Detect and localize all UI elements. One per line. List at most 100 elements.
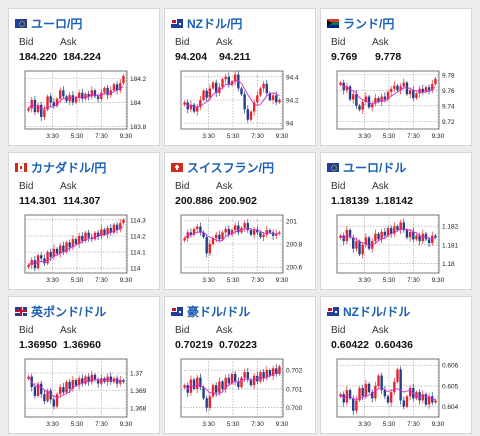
price-chart[interactable]: 9.78 9.76 9.74 9.72 3:30 5:30 7:30 9:30 [327,67,467,143]
currency-card[interactable]: 豪ドル/ドル Bid Ask 0.70219 0.70223 0.702 0.701 0… [164,296,316,434]
x-tick-label: 9:30 [432,277,445,284]
card-header: ユーロ/ドル [327,159,406,175]
price-chart[interactable]: 0.702 0.701 0.700 3:30 5:30 7:30 9:30 [171,355,311,431]
currency-card[interactable]: ランド/円 Bid Ask 9.769 9.778 9.78 9.76 9.74 9.72… [320,8,472,146]
candlestick-chart: 94.4 94.2 94 3:30 5:30 7:30 9:30 [180,70,299,140]
ask-label: Ask [372,181,389,192]
y-tick-label: 1.181 [442,242,459,249]
candle-body [246,372,250,380]
y-tick-label: 0.604 [442,404,459,411]
candle-body [418,392,421,401]
price-chart[interactable]: 201 200.8 200.6 3:30 5:30 7:30 9:30 [171,211,311,287]
bid-label: Bid [331,37,346,48]
price-chart[interactable]: 114.3 114.2 114.1 114 3:30 5:30 7:30 9:30 [15,211,155,287]
candle-body [192,104,196,112]
ask-value: 114.307 [63,195,101,207]
candlestick-chart: 184.2 184 183.8 3:30 5:30 7:30 9:30 [24,70,147,140]
currency-card[interactable]: 英ポンド/ドル Bid Ask 1.36950 1.36960 1.37 1.369 1… [8,296,160,434]
candle-body [230,373,234,384]
candlestick-chart: 9.78 9.76 9.74 9.72 3:30 5:30 7:30 9:30 [336,70,455,140]
candle-body [386,396,390,403]
ask-label: Ask [60,37,77,48]
candle-body [252,102,256,112]
price-chart[interactable]: 184.2 184 183.8 3:30 5:30 7:30 9:30 [15,67,155,143]
moving-average-line [28,86,124,110]
pair-title[interactable]: NZドル/ドル [343,304,411,319]
card-header: ランド/円 [327,15,394,31]
pair-title[interactable]: カナダドル/円 [31,160,107,175]
candle-body [240,88,243,95]
currency-card[interactable]: NZドル/ドル Bid Ask 0.60422 0.60436 0.606 0.605… [320,296,472,434]
bid-label: Bid [19,325,34,336]
pair-title[interactable]: NZドル/円 [187,16,243,31]
pair-title[interactable]: ランド/円 [343,16,395,31]
candle-body [115,84,119,91]
pair-title[interactable]: 豪ドル/ドル [187,304,251,319]
bid-value: 1.18139 [331,195,369,207]
bid-value: 184.220 [19,51,57,63]
y-tick-label: 94 [286,121,294,128]
candlestick-chart: 0.606 0.605 0.604 3:30 5:30 7:30 9:30 [336,358,459,428]
bid-value: 9.769 [331,51,358,63]
candle-body [431,235,434,244]
candle-body [43,109,46,117]
candle-body [58,387,62,395]
x-tick-label: 3:30 [202,277,215,284]
candle-body [396,226,399,230]
card-header: NZドル/ドル [327,303,410,319]
candle-body [249,111,253,120]
y-tick-label: 1.37 [130,371,143,378]
candle-body [367,383,371,393]
y-tick-label: 184.2 [130,76,147,83]
candle-body [389,88,393,92]
candlestick-chart: 201 200.8 200.6 3:30 5:30 7:30 9:30 [180,214,303,284]
pair-title[interactable]: ユーロ/円 [31,16,83,31]
candle-body [55,248,59,254]
candle-body [122,219,125,224]
y-tick-label: 9.74 [442,103,455,110]
candle-body [52,248,56,257]
candle-body [402,222,406,230]
x-tick-label: 7:30 [251,277,264,284]
currency-card[interactable]: スイスフラン/円 Bid Ask 200.886 200.902 201 200.8 2… [164,152,316,290]
quote-values: 1.18139 1.18142 [331,195,416,207]
candle-body [189,232,193,235]
pair-title[interactable]: スイスフラン/円 [187,160,274,175]
currency-card[interactable]: カナダドル/円 Bid Ask 114.301 114.307 114.3 114.2… [8,152,160,290]
candle-body [237,381,240,388]
currency-card[interactable]: ユーロ/円 Bid Ask 184.220 184.224 184.2 184 183.… [8,8,160,146]
candle-body [374,98,377,104]
ask-label: Ask [372,37,389,48]
card-header: カナダドル/円 [15,159,106,175]
price-chart[interactable]: 0.606 0.605 0.604 3:30 5:30 7:30 9:30 [327,355,467,431]
ask-value: 184.224 [63,51,101,63]
x-tick-label: 3:30 [358,133,371,140]
candle-body [27,376,30,379]
pair-title[interactable]: 英ポンド/ドル [31,304,107,319]
candle-body [202,387,205,399]
candle-body [364,383,368,397]
candle-body [227,76,231,85]
moving-average-line [340,82,436,105]
candle-body [46,390,49,402]
ask-label: Ask [216,181,233,192]
candle-body [119,223,122,230]
candle-body [355,94,358,106]
price-chart[interactable]: 1.182 1.181 1.18 3:30 5:30 7:30 9:30 [327,211,467,287]
currency-card[interactable]: ユーロ/ドル Bid Ask 1.18139 1.18142 1.182 1.181 1… [320,152,472,290]
currency-card[interactable]: NZドル/円 Bid Ask 94.204 94.211 94.4 94.2 94 3:3… [164,8,316,146]
candle-body [262,372,265,378]
price-chart[interactable]: 1.37 1.369 1.368 3:30 5:30 7:30 9:30 [15,355,155,431]
bid-label: Bid [175,181,190,192]
pair-title[interactable]: ユーロ/ドル [343,160,407,175]
x-tick-label: 5:30 [227,421,240,428]
candle-body [52,102,56,107]
candle-body [65,242,68,253]
price-chart[interactable]: 94.4 94.2 94 3:30 5:30 7:30 9:30 [171,67,311,143]
candle-body [192,228,196,235]
candle-body [265,83,268,94]
candle-body [103,87,106,93]
bid-label: Bid [19,181,34,192]
x-tick-label: 5:30 [71,421,84,428]
candle-body [189,104,193,110]
